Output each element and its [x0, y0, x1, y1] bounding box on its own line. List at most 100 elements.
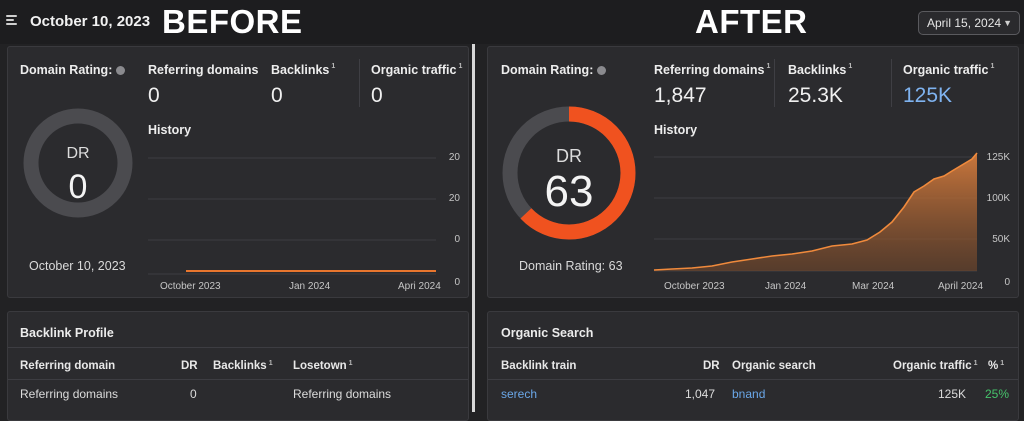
y-tick: 20: [449, 193, 461, 204]
col-header-losetown[interactable]: Losetown 1: [293, 360, 353, 372]
x-tick: Mar 2024: [852, 281, 895, 292]
domain-rating-title: Domain Rating:: [20, 63, 126, 77]
panel-title: Backlink Profile: [20, 326, 114, 340]
y-tick: 0: [1004, 277, 1010, 288]
header-divider: [488, 347, 1018, 348]
table-link[interactable]: bnand: [732, 387, 766, 401]
organic-traffic-value: 0: [371, 84, 383, 107]
top-bar: October 10, 2023 BEFORE AFTER April 15, …: [0, 0, 1024, 44]
referring-domains-label: Referring domains 1: [654, 63, 770, 77]
history-label: History: [654, 123, 698, 137]
header-divider: [8, 347, 468, 348]
date-label: October 10, 2023: [30, 13, 151, 30]
y-tick: 20: [449, 152, 461, 163]
organic-traffic-label-text: Organic traffic: [371, 63, 457, 77]
metric-divider: [891, 59, 892, 107]
x-tick: Jan 2024: [289, 281, 331, 292]
col-header-backlinks[interactable]: Backlinks 1: [213, 360, 273, 372]
history-label: History: [148, 123, 192, 137]
date-selector-value: April 15, 2024: [927, 16, 1002, 30]
x-tick: Apri 2024: [398, 281, 441, 292]
backlinks-label: Backlinks 1: [271, 63, 335, 77]
metric-divider: [774, 59, 775, 107]
date-selector[interactable]: April 15, 2024 ▼: [918, 11, 1020, 35]
gauge-fill-arc: [502, 106, 636, 240]
gauge-value: 63: [545, 167, 594, 216]
backlinks-label-text: Backlinks: [271, 63, 330, 77]
col-header-organic-traffic-sup: 1: [973, 360, 978, 367]
referring-domains-label-text: Referring domains: [148, 63, 259, 77]
table-link[interactable]: serech: [501, 387, 538, 401]
table-cell: Referring domains: [20, 387, 119, 401]
col-header-backlink-train[interactable]: Backlink train: [501, 360, 577, 372]
snapshot-date: October 10, 2023: [29, 259, 126, 273]
referring-domains-label-text: Referring domains: [654, 63, 765, 77]
info-icon[interactable]: [116, 66, 126, 76]
y-tick: 50K: [992, 234, 1010, 245]
col-header-referring-domain[interactable]: Referring domain: [20, 360, 116, 372]
before-overview-panel: Domain Rating: Referring domains 0 Backl…: [7, 46, 469, 298]
traffic-line: [653, 152, 978, 271]
x-tick: Jan 2024: [765, 281, 807, 292]
table-cell: Referring domains: [293, 387, 392, 401]
domain-rating-title-text: Domain Rating:: [501, 63, 594, 77]
chevron-down-icon: ▼: [1003, 18, 1012, 28]
col-header-backlinks-text: Backlinks: [213, 360, 267, 372]
after-overview-panel: Domain Rating: Referring domains 1 1,847 …: [487, 46, 1019, 298]
referring-domains-value: 1,847: [654, 84, 707, 107]
backlinks-sup: 1: [848, 63, 853, 70]
panel-title: Organic Search: [501, 326, 594, 340]
gauge-value: 0: [69, 168, 88, 206]
col-header-dr[interactable]: DR: [703, 360, 720, 372]
organic-traffic-value: 125K: [903, 84, 953, 107]
x-tick: April 2024: [938, 281, 983, 292]
referring-domains-label: Referring domains: [148, 63, 258, 77]
backlink-profile-panel: Backlink Profile Referring domain DR Bac…: [7, 311, 469, 421]
backlinks-value: 0: [271, 84, 283, 107]
domain-rating-caption: Domain Rating: 63: [519, 259, 623, 273]
backlinks-label: Backlinks 1: [788, 63, 852, 77]
table-cell: 0: [190, 387, 197, 401]
organic-search-panel: Organic Search Backlink train DR Organic…: [487, 311, 1019, 421]
table-cell: 125K: [938, 387, 967, 401]
y-tick: 100K: [987, 193, 1011, 204]
backlinks-value: 25.3K: [788, 84, 843, 107]
history-chart: 125K 100K 50K 0 October 2023 Jan 2024 Ma…: [653, 152, 1011, 292]
organic-traffic-label: Organic traffic 1: [371, 63, 462, 77]
backlinks-sup: 1: [331, 63, 336, 70]
col-header-losetown-text: Losetown: [293, 360, 347, 372]
col-header-dr[interactable]: DR: [181, 360, 198, 372]
dr-gauge: DR 63: [502, 106, 636, 240]
menu-icon[interactable]: [6, 14, 18, 26]
before-heading: BEFORE: [162, 3, 303, 40]
x-tick: October 2023: [664, 281, 725, 292]
backlinks-label-text: Backlinks: [788, 63, 847, 77]
col-header-percent-sup: 1: [1000, 360, 1005, 367]
table-cell: 1,047: [685, 387, 716, 401]
gauge-label: DR: [556, 146, 582, 166]
organic-traffic-label: Organic traffic 1: [903, 63, 994, 77]
referring-domains-value: 0: [148, 84, 160, 107]
before-after-divider: [472, 44, 475, 412]
y-tick: 0: [454, 277, 460, 288]
domain-rating-title: Domain Rating:: [501, 63, 607, 77]
y-tick: 125K: [987, 152, 1011, 163]
after-heading: AFTER: [695, 3, 808, 40]
change-percent: 25%: [985, 387, 1010, 401]
traffic-area: [654, 153, 977, 271]
x-tick: October 2023: [160, 281, 221, 292]
organic-traffic-sup: 1: [990, 63, 995, 70]
col-header-percent-text: %: [988, 360, 999, 372]
referring-domains-sup: 1: [766, 63, 771, 70]
row-divider: [8, 379, 468, 380]
history-chart: 20 20 0 0 October 2023 Jan 2024 Apri 202…: [148, 152, 461, 292]
domain-rating-title-text: Domain Rating:: [20, 63, 113, 77]
y-tick: 0: [454, 234, 460, 245]
col-header-organic-traffic[interactable]: Organic traffic 1: [893, 360, 978, 372]
info-icon[interactable]: [597, 66, 607, 76]
col-header-organic-search[interactable]: Organic search: [732, 360, 816, 372]
organic-traffic-label-text: Organic traffic: [903, 63, 989, 77]
dr-gauge: DR 0: [23, 108, 133, 218]
col-header-percent[interactable]: % 1: [988, 360, 1004, 372]
metric-divider: [359, 59, 360, 107]
